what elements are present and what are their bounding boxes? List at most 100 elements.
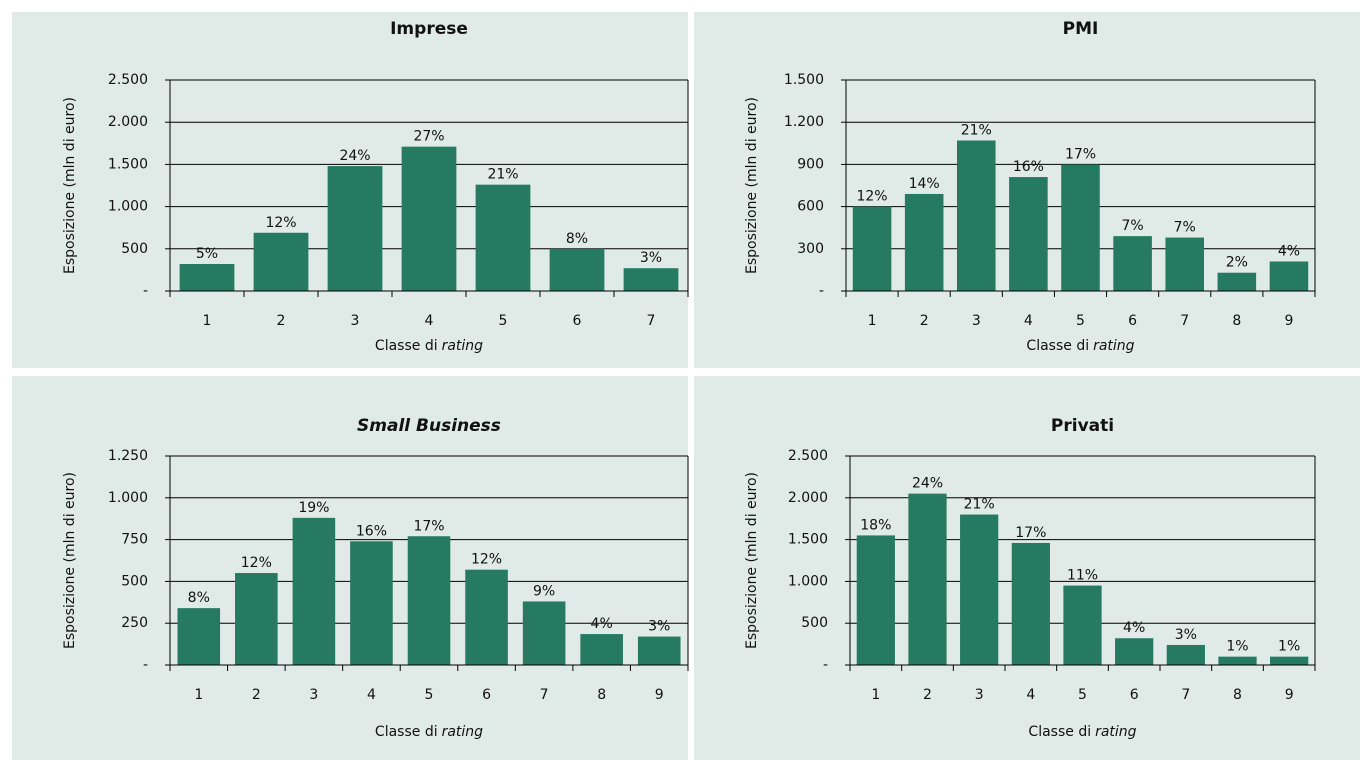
bar <box>623 268 679 291</box>
data-label: 9% <box>533 583 555 599</box>
x-tick-label: 2 <box>252 687 261 703</box>
y-axis-label: Esposizione (mln di euro) <box>744 472 760 649</box>
y-tick-label: - <box>143 283 148 299</box>
x-tick-label: 4 <box>367 687 376 703</box>
data-label: 4% <box>591 616 613 632</box>
bar <box>1165 237 1205 291</box>
bar <box>1269 261 1309 291</box>
y-axis-label: Esposizione (mln di euro) <box>744 97 760 274</box>
data-label: 5% <box>196 246 218 262</box>
x-tick-label: 3 <box>972 313 981 329</box>
x-tick-label: 9 <box>1285 687 1294 703</box>
data-label: 1% <box>1278 639 1300 655</box>
chart-title: PMI <box>1063 19 1099 39</box>
y-tick-label: 1.250 <box>108 448 148 464</box>
y-tick-label: - <box>819 283 824 299</box>
data-label: 8% <box>188 590 210 606</box>
bar <box>177 608 221 665</box>
x-tick-label: 8 <box>597 687 606 703</box>
bar <box>852 206 892 291</box>
y-tick-label: 2.500 <box>108 72 148 88</box>
y-tick-label: 2.000 <box>108 114 148 130</box>
x-tick-label: 3 <box>975 687 984 703</box>
bar <box>1011 542 1050 665</box>
x-tick-label: 2 <box>920 313 929 329</box>
x-tick-label: 6 <box>573 313 582 329</box>
y-tick-label: 1.500 <box>788 532 828 548</box>
x-axis-label-emphasis: rating <box>1095 724 1137 740</box>
data-label: 19% <box>298 500 329 516</box>
bar <box>350 541 393 665</box>
bar <box>235 573 278 665</box>
data-label: 12% <box>856 189 887 205</box>
data-label: 17% <box>1015 525 1046 541</box>
data-label: 1% <box>1226 639 1248 655</box>
x-axis-label: Classe di rating <box>1026 338 1134 354</box>
x-axis-label-text: Classe di <box>375 724 438 740</box>
data-label: 7% <box>1174 220 1196 236</box>
x-axis-label-text: Classe di <box>1026 338 1089 354</box>
bar <box>327 166 383 291</box>
bar <box>522 601 566 665</box>
x-axis-label-text: Classe di <box>375 338 438 354</box>
bar <box>956 140 996 291</box>
data-label: 12% <box>265 215 296 231</box>
data-label: 14% <box>909 176 940 192</box>
bar <box>1270 656 1309 665</box>
y-tick-label: 500 <box>121 573 148 589</box>
y-tick-label: 1.000 <box>108 490 148 506</box>
x-tick-label: 6 <box>1130 687 1139 703</box>
bar <box>1009 177 1048 291</box>
y-tick-label: 1.000 <box>788 573 828 589</box>
bar <box>549 248 605 291</box>
y-tick-label: 500 <box>121 241 148 257</box>
y-tick-label: 1.500 <box>108 156 148 172</box>
x-tick-label: 2 <box>923 687 932 703</box>
bar <box>1115 638 1154 665</box>
x-axis-label-emphasis: rating <box>442 338 484 354</box>
bar <box>1113 236 1152 291</box>
data-label: 7% <box>1122 218 1144 234</box>
x-tick-label: 6 <box>482 687 491 703</box>
bar <box>292 517 336 665</box>
bar <box>1217 272 1257 291</box>
y-tick-label: 250 <box>121 615 148 631</box>
data-label: 16% <box>356 523 387 539</box>
data-label: 4% <box>1123 620 1145 636</box>
data-label: 4% <box>1278 243 1300 259</box>
chart-title: Small Business <box>357 416 501 436</box>
bar <box>179 263 235 291</box>
x-tick-label: 5 <box>425 687 434 703</box>
chart-panel: Privati - 500 1.000 1.500 2.000 2.500 1 2 3 4 5 6 7 8 9… <box>694 376 1360 760</box>
y-tick-label: 500 <box>801 615 828 631</box>
y-tick-label: 600 <box>797 199 824 215</box>
y-axis-label: Esposizione (mln di euro) <box>62 472 78 649</box>
x-tick-label: 5 <box>1076 313 1085 329</box>
y-tick-label: 1.200 <box>784 114 824 130</box>
x-tick-label: 2 <box>277 313 286 329</box>
x-axis-label: Classe di rating <box>375 724 483 740</box>
bar <box>856 535 895 665</box>
bar <box>407 536 451 665</box>
data-label: 11% <box>1067 568 1098 584</box>
x-tick-label: 7 <box>647 313 656 329</box>
bar <box>1218 656 1257 665</box>
bar <box>475 184 531 291</box>
x-tick-label: 9 <box>1284 313 1293 329</box>
bar <box>904 193 944 291</box>
x-tick-label: 7 <box>1181 687 1190 703</box>
chart-panel: PMI - 300 600 900 1.200 1.500 1 2 3 4 5 6 7 8 9 12% 14% 21… <box>694 12 1360 368</box>
data-label: 21% <box>487 167 518 183</box>
x-tick-label: 1 <box>203 313 212 329</box>
data-label: 12% <box>241 555 272 571</box>
data-label: 3% <box>640 250 662 266</box>
x-tick-label: 4 <box>425 313 434 329</box>
x-tick-label: 3 <box>351 313 360 329</box>
x-axis-label-emphasis: rating <box>1093 338 1135 354</box>
bar <box>1061 164 1100 291</box>
data-label: 24% <box>912 476 943 492</box>
data-label: 21% <box>961 122 992 138</box>
x-tick-label: 5 <box>499 313 508 329</box>
bar <box>908 493 947 665</box>
bar <box>401 146 457 291</box>
